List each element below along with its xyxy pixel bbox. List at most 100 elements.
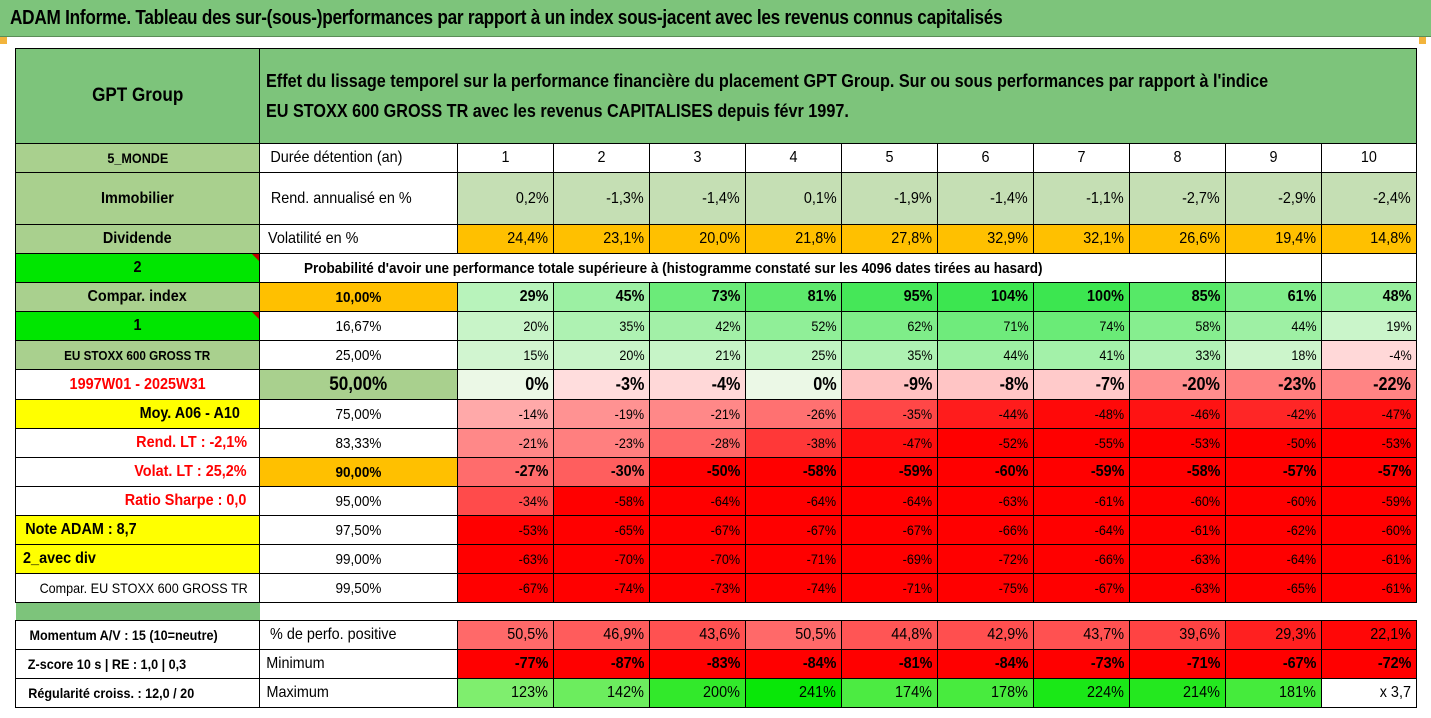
quantile-value: -53% <box>1129 428 1226 458</box>
quantile-value-text: -60% <box>1286 493 1317 509</box>
maximum-value-text: 224% <box>1087 684 1124 701</box>
quantile-label-text: 95,00% <box>335 492 382 510</box>
minimum-value-text: -84% <box>802 655 837 672</box>
quantile-value: 73% <box>649 282 746 312</box>
quantile-value-text: -67% <box>518 580 549 596</box>
quantile-value: -60% <box>937 457 1034 487</box>
quantile-value-text: -73% <box>710 580 741 596</box>
quantile-value-text: -65% <box>614 522 645 538</box>
quantile-value: -59% <box>841 457 938 487</box>
volat-value: 26,6% <box>1129 224 1226 254</box>
positive-value-text: 43,6% <box>698 626 740 643</box>
quantile-value: -60% <box>1225 486 1322 516</box>
spacer-cell <box>457 602 554 621</box>
volat-label-text: Volatilité en % <box>268 230 359 247</box>
rend-value-text: -1,9% <box>894 189 932 207</box>
param-2-text: 2 <box>133 259 142 276</box>
corner-marker <box>0 37 7 44</box>
quantile-value: 48% <box>1320 282 1418 312</box>
quantile-value: -22% <box>1320 369 1418 400</box>
moy-label: Moy. A06 - A10 <box>15 399 260 429</box>
quantile-value: -62% <box>1225 515 1322 545</box>
dividend-label-text: Dividende <box>103 230 172 247</box>
quantile-value: -35% <box>841 399 938 429</box>
quantile-value: -58% <box>553 486 650 516</box>
volat-value-text: 32,9% <box>986 230 1028 247</box>
quantile-value: -47% <box>1320 399 1418 429</box>
quantile-label-text: 50,00% <box>329 373 388 395</box>
minimum-value: -71% <box>1129 649 1226 679</box>
quantile-label: 25,00% <box>259 340 458 370</box>
minimum-value: -72% <box>1320 649 1418 679</box>
note-label-text: Note ADAM : 8,7 <box>25 521 137 538</box>
quantile-value: -74% <box>745 573 842 603</box>
maximum-value: 142% <box>553 678 650 708</box>
volat-value: 19,4% <box>1225 224 1322 254</box>
quantile-value: 85% <box>1129 282 1226 312</box>
minimum-value-text: -83% <box>706 655 741 672</box>
rend-value: -1,3% <box>553 172 650 225</box>
probability-label-text: Probabilité d'avoir une performance tota… <box>304 259 1043 277</box>
volat-value-text: 27,8% <box>890 230 932 247</box>
year-header-text: 10 <box>1360 149 1378 166</box>
maximum-value: 241% <box>745 678 842 708</box>
quantile-value-text: 18% <box>1291 347 1317 363</box>
rend-lt-label: Rend. LT : -2,1% <box>15 428 260 458</box>
quantile-label: 50,00% <box>259 369 458 400</box>
quantile-label: 99,50% <box>259 573 458 603</box>
quantile-value-text: -62% <box>1286 522 1317 538</box>
spacer-cell <box>937 602 1034 621</box>
rend-value-text: -2,4% <box>1373 189 1411 207</box>
volat-label: Volatilité en % <box>259 224 458 254</box>
positive-value: 50,5% <box>457 620 554 650</box>
quantile-value: -57% <box>1225 457 1322 487</box>
minimum-value-text: -87% <box>610 655 645 672</box>
maximum-value: 174% <box>841 678 938 708</box>
quantile-value-text: -28% <box>710 435 741 451</box>
maximum-label-text: Maximum <box>266 684 329 701</box>
volat-value-text: 24,4% <box>506 230 548 247</box>
quantile-row: Moy. A06 - A10 75,00% -14% -19% -21% -26% -35%… <box>15 399 1418 429</box>
rend-value-text: 0,2% <box>515 189 549 207</box>
quantile-value-text: 35% <box>619 318 645 334</box>
probability-label: Probabilité d'avoir une performance tota… <box>259 253 1226 283</box>
positive-label: % de perfo. positive <box>259 620 458 650</box>
quantile-value-text: -23% <box>614 435 645 451</box>
positive-value: 43,6% <box>649 620 746 650</box>
quantile-value: 21% <box>649 340 746 370</box>
quantile-value-text: -55% <box>1094 435 1125 451</box>
quantile-value-text: -61% <box>1381 551 1412 567</box>
maximum-label: Maximum <box>259 678 458 708</box>
quantile-value: -65% <box>1225 573 1322 603</box>
quantile-value-text: 35% <box>907 347 933 363</box>
quantile-value: -64% <box>649 486 746 516</box>
quantile-value: -67% <box>649 515 746 545</box>
title-bar: ADAM Informe. Tableau des sur-(sous-)per… <box>0 0 1431 37</box>
quantile-value-text: -53% <box>1190 435 1221 451</box>
year-header: 1 <box>457 143 554 173</box>
positive-value: 29,3% <box>1225 620 1322 650</box>
minimum-value: -84% <box>937 649 1034 679</box>
quantile-value: -63% <box>1129 544 1226 574</box>
quantile-value: -67% <box>841 515 938 545</box>
quantile-value-text: -50% <box>706 463 741 480</box>
regularite-label-text: Régularité croiss. : 12,0 / 20 <box>28 685 195 701</box>
index-name: EU STOXX 600 GROSS TR <box>15 340 260 370</box>
quantile-value: 33% <box>1129 340 1226 370</box>
quantile-row: 1997W01 - 2025W31 50,00% 0% -3% -4% 0% -9% -8% -… <box>15 369 1418 400</box>
quantile-value: -72% <box>937 544 1034 574</box>
region-label-text: 5_MONDE <box>107 150 168 166</box>
maximum-value: 181% <box>1225 678 1322 708</box>
quantile-value-text: -60% <box>1381 522 1412 538</box>
volat-value-text: 32,1% <box>1082 230 1124 247</box>
year-header: 10 <box>1320 143 1418 173</box>
quantile-value: -47% <box>841 428 938 458</box>
spacer-cell <box>553 602 650 621</box>
minimum-value: -84% <box>745 649 842 679</box>
quantile-value: -58% <box>745 457 842 487</box>
quantile-value-text: -65% <box>1286 580 1317 596</box>
rend-value: 0,1% <box>745 172 842 225</box>
quantile-value: 62% <box>841 311 938 341</box>
year-header: 3 <box>649 143 746 173</box>
maximum-row: Régularité croiss. : 12,0 / 20 Maximum 123… <box>15 678 1418 708</box>
